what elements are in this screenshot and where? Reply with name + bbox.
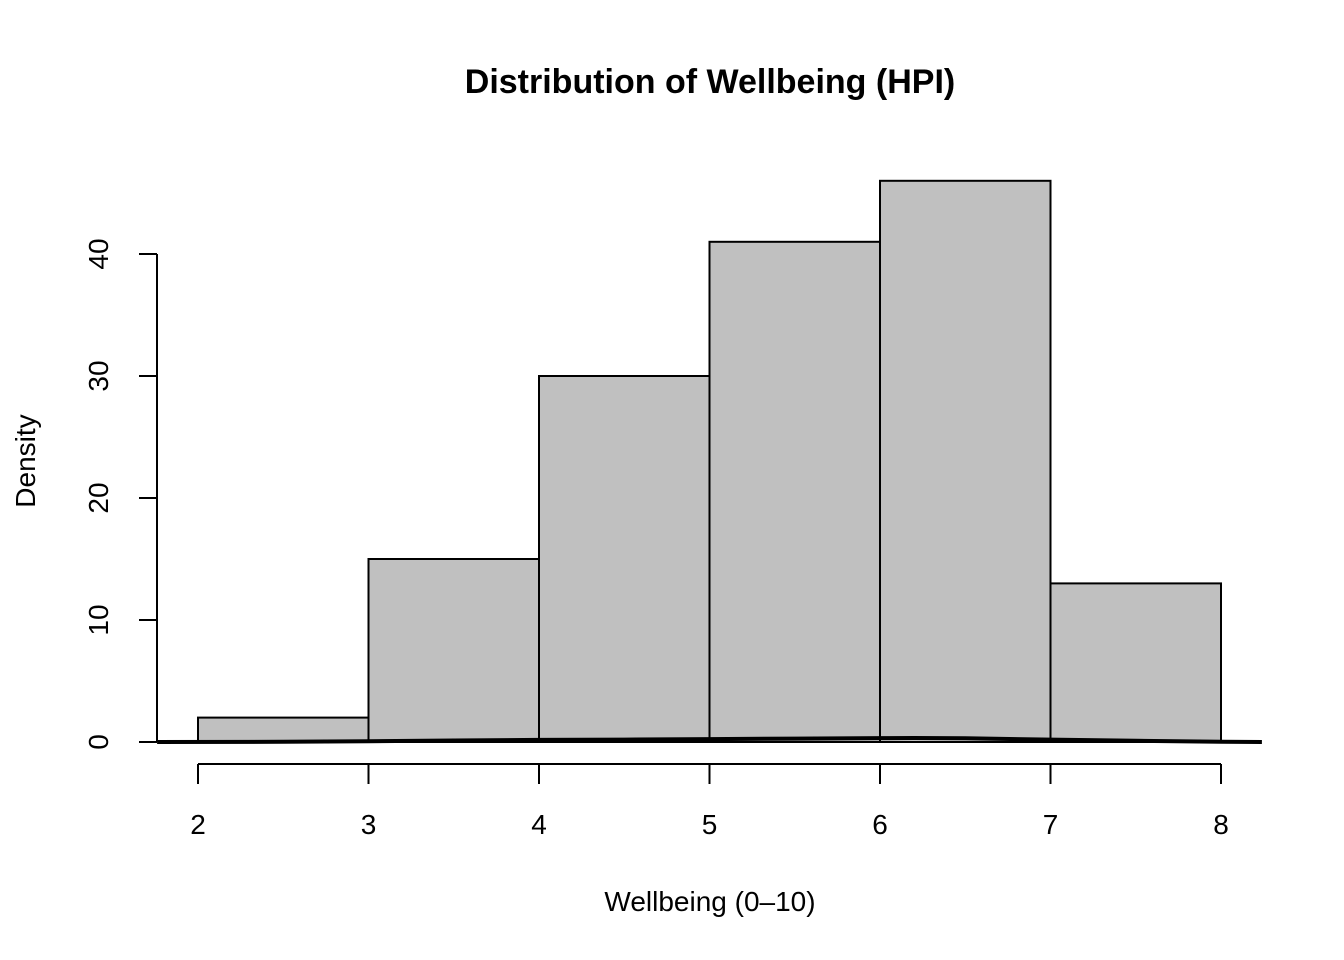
x-tick-label-7: 7: [1043, 809, 1059, 840]
histogram-bar-1: [197, 716, 370, 743]
x-tick-label-4: 4: [531, 809, 547, 840]
histogram-bar-6: [1049, 582, 1222, 744]
x-tick-label-6: 6: [872, 809, 888, 840]
x-tick-label-3: 3: [361, 809, 377, 840]
y-tick-label-40: 40: [83, 238, 114, 269]
histogram-bar-5: [879, 179, 1052, 744]
y-tick-label-10: 10: [83, 604, 114, 635]
x-tick-label-5: 5: [702, 809, 718, 840]
y-axis-label: Density: [10, 414, 41, 507]
y-tick-label-30: 30: [83, 360, 114, 391]
chart-title: Distribution of Wellbeing (HPI): [465, 63, 955, 101]
y-tick-label-20: 20: [83, 482, 114, 513]
histogram-bar-2: [367, 558, 540, 743]
x-axis: 2 3 4 5 6 7 8: [190, 763, 1229, 840]
y-axis: 0 10 20 30 40: [83, 238, 158, 750]
y-tick-label-0: 0: [83, 734, 114, 750]
bars-group: [197, 179, 1222, 744]
density-curve: [157, 735, 1262, 744]
histogram-bar-4: [708, 240, 881, 744]
histogram-bar-3: [538, 375, 711, 743]
x-tick-label-2: 2: [190, 809, 206, 840]
x-tick-label-8: 8: [1213, 809, 1229, 840]
x-axis-label: Wellbeing (0–10): [604, 886, 815, 917]
